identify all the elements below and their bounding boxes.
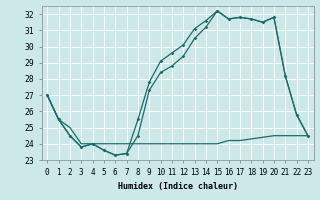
X-axis label: Humidex (Indice chaleur): Humidex (Indice chaleur) <box>118 182 237 191</box>
